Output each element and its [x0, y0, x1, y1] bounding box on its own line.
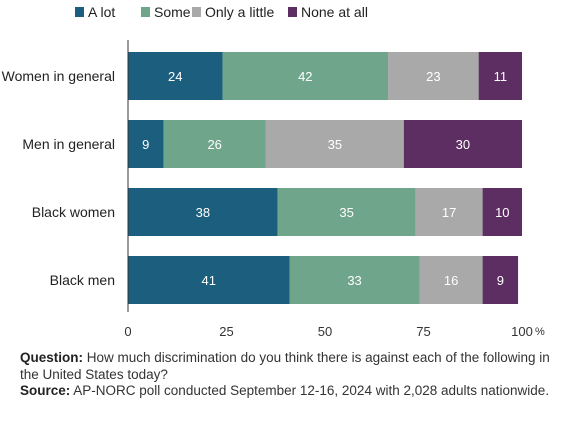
bar-black-women-only-a-little — [415, 188, 483, 236]
legend-label-none-at-all: None at all — [301, 4, 368, 20]
data-label-men-in-general-none-at-all: 30 — [456, 137, 470, 152]
data-label-women-in-general-some: 42 — [298, 69, 312, 84]
x-tick-label-100: 100 — [511, 324, 533, 339]
data-label-black-women-some: 35 — [339, 205, 353, 220]
question-note: Question: How much discrimination do you… — [20, 350, 550, 383]
data-label-black-women-only-a-little: 17 — [442, 205, 456, 220]
bar-men-in-general-a-lot — [128, 120, 164, 168]
bar-men-in-general-only-a-little — [265, 120, 404, 168]
bar-women-in-general-some — [222, 52, 389, 100]
bar-black-men-some — [289, 256, 420, 304]
bar-black-men-only-a-little — [419, 256, 483, 304]
data-label-men-in-general-some: 26 — [207, 137, 221, 152]
bar-black-women-none-at-all — [482, 188, 522, 236]
x-tick-label-75: 75 — [416, 324, 430, 339]
data-label-men-in-general-a-lot: 9 — [142, 137, 149, 152]
data-label-women-in-general-only-a-little: 23 — [426, 69, 440, 84]
legend-label-only-a-little: Only a little — [205, 4, 274, 20]
category-label-black-men: Black men — [50, 272, 115, 288]
legend-swatch-only-a-little — [192, 7, 201, 17]
data-label-black-men-a-lot: 41 — [202, 273, 216, 288]
legend-swatch-a-lot — [75, 7, 84, 17]
legend-label-a-lot: A lot — [88, 4, 115, 20]
question-label: Question: — [20, 350, 83, 365]
source-note: Source: AP-NORC poll conducted September… — [20, 383, 550, 400]
data-label-men-in-general-only-a-little: 35 — [328, 137, 342, 152]
data-label-black-women-none-at-all: 10 — [495, 205, 509, 220]
chart-notes: Question: How much discrimination do you… — [20, 350, 550, 400]
source-label: Source: — [20, 383, 71, 398]
data-label-black-men-none-at-all: 9 — [497, 273, 504, 288]
bar-women-in-general-only-a-little — [388, 52, 479, 100]
data-label-women-in-general-none-at-all: 11 — [494, 69, 508, 84]
legend-swatch-none-at-all — [288, 7, 297, 17]
source-text: AP-NORC poll conducted September 12-16, … — [73, 383, 550, 398]
bar-black-women-a-lot — [128, 188, 278, 236]
legend-swatch-some — [141, 7, 150, 17]
x-tick-label-50: 50 — [318, 324, 332, 339]
question-text: How much discrimination do you think the… — [20, 350, 550, 382]
category-label-men-in-general: Men in general — [22, 136, 115, 152]
stacked-bar-chart: A lot Some Only a little None at all 24 42 23 1… — [2, 4, 545, 339]
data-label-women-in-general-a-lot: 24 — [168, 69, 182, 84]
x-tick-label-25: 25 — [219, 324, 233, 339]
bar-men-in-general-none-at-all — [403, 120, 522, 168]
x-tick-label-0: 0 — [124, 324, 131, 339]
data-label-black-men-only-a-little: 16 — [444, 273, 458, 288]
bar-women-in-general-none-at-all — [478, 52, 522, 100]
x-axis-unit: % — [535, 326, 545, 338]
bar-women-in-general-a-lot — [128, 52, 223, 100]
bar-black-men-a-lot — [128, 256, 290, 304]
category-label-black-women: Black women — [32, 204, 115, 220]
bar-black-men-none-at-all — [482, 256, 519, 304]
legend-label-some: Some — [154, 4, 191, 20]
bar-black-women-some — [277, 188, 416, 236]
category-label-women-in-general: Women in general — [2, 68, 115, 84]
data-label-black-men-some: 33 — [347, 273, 361, 288]
bar-men-in-general-some — [163, 120, 266, 168]
data-label-black-women-a-lot: 38 — [196, 205, 210, 220]
